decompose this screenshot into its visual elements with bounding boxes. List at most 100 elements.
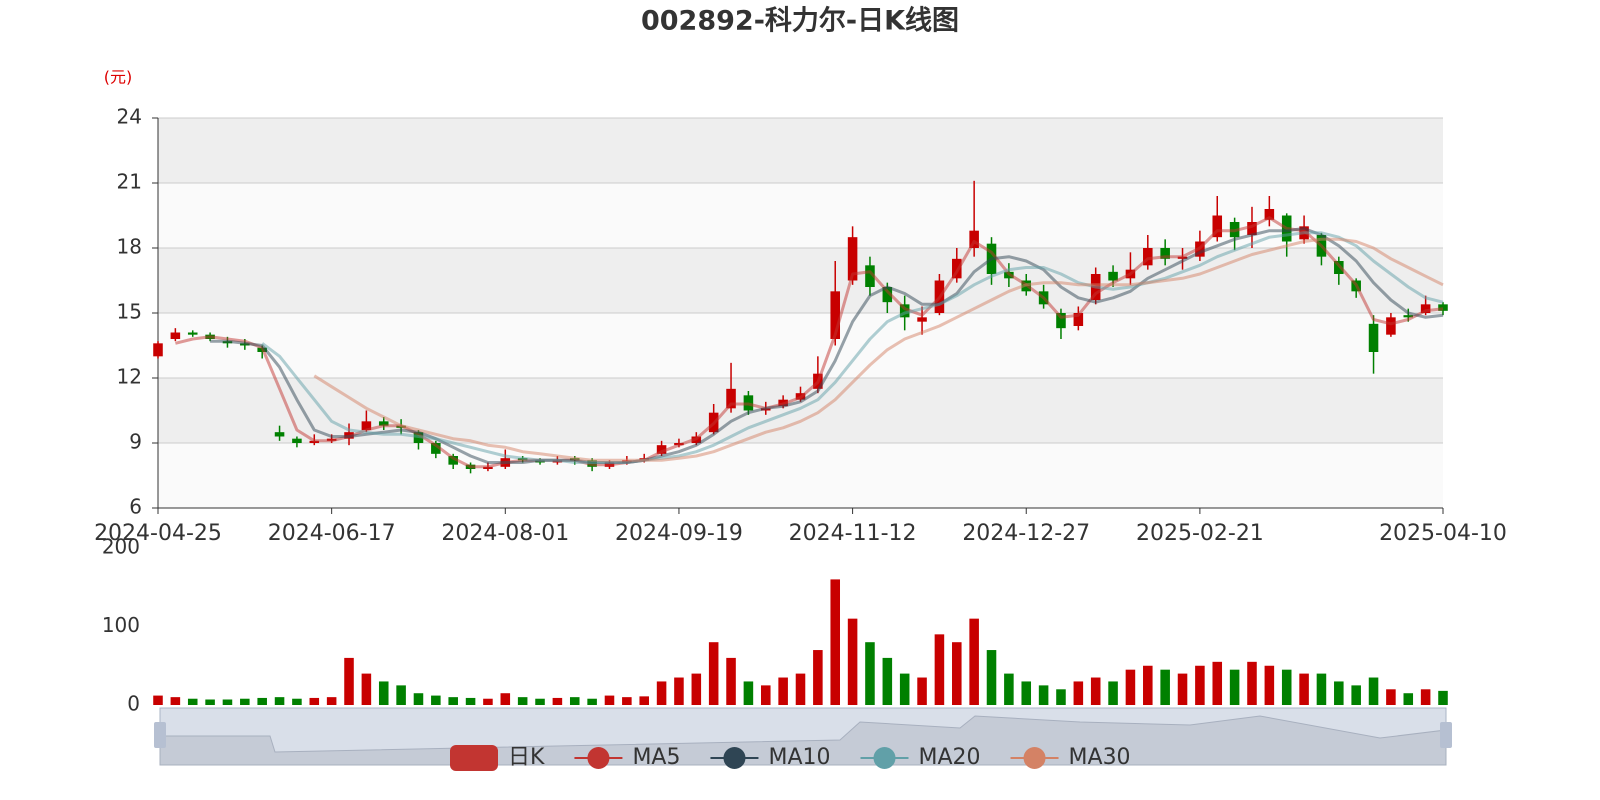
volume-bar bbox=[1438, 690, 1448, 705]
volume-bar bbox=[813, 650, 823, 705]
legend-item[interactable]: MA5 bbox=[574, 745, 680, 770]
candle-body bbox=[1438, 304, 1448, 311]
volume-bar bbox=[1316, 673, 1327, 705]
x-tick-label: 2024-09-19 bbox=[615, 521, 743, 546]
candle-body bbox=[1420, 304, 1431, 313]
candle-body bbox=[361, 421, 372, 430]
volume-bar bbox=[1056, 689, 1066, 705]
candle-body bbox=[378, 421, 389, 426]
grid-band bbox=[158, 183, 1443, 248]
volume-bar bbox=[986, 650, 997, 705]
legend-label[interactable]: MA10 bbox=[768, 745, 830, 770]
candle-body bbox=[952, 258, 962, 279]
volume-bar bbox=[1004, 673, 1014, 705]
candle-body bbox=[1386, 317, 1396, 335]
legend-label[interactable]: MA30 bbox=[1069, 745, 1131, 770]
ma-line bbox=[210, 227, 1444, 464]
volume-bar bbox=[674, 677, 684, 705]
grid-band bbox=[158, 118, 1443, 183]
legend-icon bbox=[723, 747, 746, 769]
candle-body bbox=[448, 456, 458, 465]
volume-bar bbox=[552, 697, 563, 705]
legend: 日K MA5 MA10 MA20 MA30 bbox=[450, 745, 1131, 771]
volume-bar bbox=[899, 673, 910, 705]
y-unit: (元) bbox=[104, 68, 133, 87]
volume-bar bbox=[743, 681, 754, 705]
volume-bar bbox=[1177, 673, 1188, 705]
y-tick-label: 21 bbox=[117, 170, 142, 194]
volume-bar bbox=[1108, 681, 1118, 705]
volume-bar bbox=[205, 699, 215, 705]
volume-bar bbox=[465, 697, 476, 705]
candle-body bbox=[969, 230, 979, 248]
candle-body bbox=[1368, 323, 1379, 352]
legend-icon bbox=[450, 745, 498, 771]
volume-bar bbox=[847, 618, 858, 705]
volume-bar bbox=[587, 698, 597, 705]
volume-bar bbox=[934, 634, 945, 705]
volume-bar bbox=[309, 697, 320, 705]
volume-bar bbox=[1334, 681, 1344, 705]
volume-bar bbox=[708, 642, 719, 705]
x-tick-label: 2024-11-12 bbox=[789, 521, 917, 546]
chart-title: 002892-科力尔-日K线图 bbox=[641, 6, 959, 37]
volume-bar bbox=[344, 657, 354, 705]
candle-body bbox=[1264, 209, 1275, 220]
legend-item[interactable]: 日K bbox=[450, 745, 545, 771]
volume-bar bbox=[760, 685, 771, 705]
volume-bar bbox=[726, 657, 736, 705]
candle-body bbox=[1403, 315, 1414, 318]
ma-line bbox=[313, 237, 1444, 462]
volume-bar bbox=[604, 695, 615, 705]
volume-bar bbox=[222, 699, 233, 705]
volume-bar bbox=[1247, 661, 1257, 705]
volume-bar bbox=[448, 697, 458, 705]
volume-bar bbox=[153, 695, 163, 705]
grid-band bbox=[158, 248, 1443, 313]
candle-body bbox=[1108, 271, 1118, 281]
volume-bar bbox=[639, 696, 649, 705]
volume-bar bbox=[170, 697, 181, 705]
x-tick-label: 2024-06-17 bbox=[268, 521, 396, 546]
y-tick-label: 24 bbox=[117, 105, 142, 129]
legend-item[interactable]: MA10 bbox=[710, 745, 831, 770]
volume-bar bbox=[187, 698, 198, 705]
candle-body bbox=[274, 432, 285, 437]
volume-bar bbox=[795, 673, 806, 705]
volume-bar bbox=[274, 697, 285, 705]
y-tick-label: 15 bbox=[117, 300, 142, 324]
volume-bar bbox=[656, 681, 667, 705]
candle-body bbox=[1160, 248, 1170, 259]
zoom-handle[interactable] bbox=[154, 722, 166, 748]
volume-bar bbox=[1195, 665, 1205, 705]
volume-bar bbox=[240, 698, 250, 705]
legend-item[interactable]: MA20 bbox=[860, 745, 981, 770]
volume-bar bbox=[378, 681, 389, 705]
plot: 6 9 12 15 18 21 24 2024-04-25 2024-06-17 2024-08-… bbox=[94, 105, 1507, 716]
zoom-handle[interactable] bbox=[1440, 722, 1452, 748]
volume-bar bbox=[1403, 693, 1414, 705]
legend-icon bbox=[587, 747, 610, 769]
volume-bar bbox=[569, 697, 580, 705]
candle-body bbox=[187, 332, 198, 335]
volume-bar bbox=[1281, 669, 1292, 705]
legend-label[interactable]: MA5 bbox=[632, 745, 680, 770]
volume-bar bbox=[1160, 669, 1170, 705]
legend-icon bbox=[1023, 747, 1046, 769]
volume-bar bbox=[622, 697, 632, 705]
volume-bar bbox=[257, 697, 267, 705]
legend-label[interactable]: MA20 bbox=[919, 745, 981, 770]
ma-line bbox=[175, 216, 1444, 469]
volume-bar bbox=[500, 693, 511, 705]
candle-body bbox=[830, 291, 841, 339]
candle-body bbox=[899, 304, 910, 318]
volume-bar bbox=[1229, 669, 1240, 705]
volume-bar bbox=[917, 677, 927, 705]
volume-bar bbox=[361, 673, 372, 705]
volume-bar bbox=[1299, 673, 1309, 705]
legend-label[interactable]: 日K bbox=[508, 745, 545, 770]
volume-bar bbox=[1090, 677, 1101, 705]
candle-body bbox=[292, 438, 302, 443]
legend-item[interactable]: MA30 bbox=[1010, 745, 1131, 770]
